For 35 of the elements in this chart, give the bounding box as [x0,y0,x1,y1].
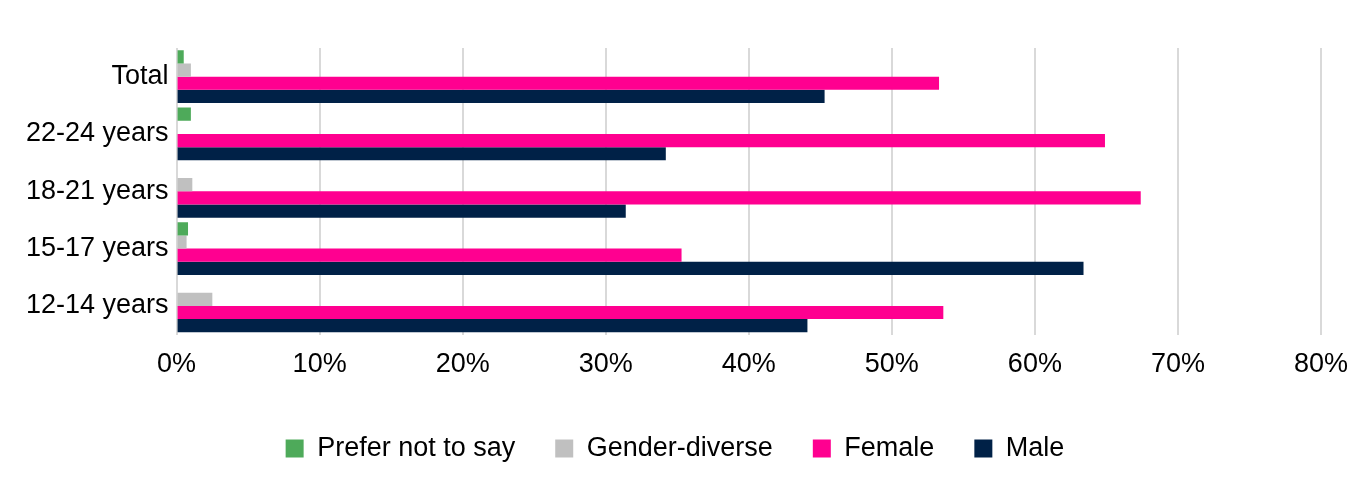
bar [177,235,187,249]
bar [177,319,808,333]
bar [177,107,191,121]
bar [177,76,940,90]
x-tick-label: 30% [578,348,633,379]
legend-label: Prefer not to say [317,431,516,462]
x-tick-label: 10% [292,348,347,379]
bar [177,261,1084,275]
bar [177,292,213,306]
y-tick-label: Total [111,60,169,91]
bar [177,50,184,64]
bar [177,147,666,161]
y-tick-label: 18-21 years [25,174,169,205]
x-tick-label: 0% [157,348,197,379]
bar [177,178,193,192]
legend-label: Gender-diverse [586,431,773,462]
bar [177,248,682,262]
y-tick-label: 22-24 years [25,117,169,148]
x-tick-label: 60% [1007,348,1062,379]
bar [177,191,1141,205]
bar [177,305,944,320]
legend-label: Male [1005,431,1065,462]
bar [177,63,191,77]
x-tick-label: 40% [721,348,776,379]
y-tick-label: 15-17 years [25,232,169,263]
bar [177,133,1105,148]
bar [177,222,189,236]
x-tick-label: 20% [435,348,490,379]
bar [177,204,626,218]
legend-label: Female [844,431,935,462]
x-tick-label: 80% [1293,348,1348,379]
x-tick-label: 70% [1150,348,1205,379]
y-tick-label: 12-14 years [25,289,169,320]
bar [177,89,825,104]
x-tick-label: 50% [864,348,919,379]
